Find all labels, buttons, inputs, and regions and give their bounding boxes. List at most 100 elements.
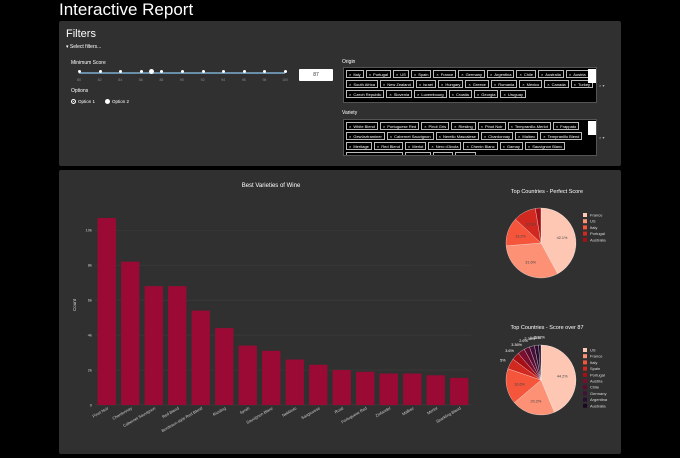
bar[interactable] — [332, 370, 351, 405]
filter-chip[interactable]: × Argentina — [487, 70, 515, 78]
filter-chip[interactable]: × Gewürztraminer — [346, 132, 385, 140]
variety-controls[interactable]: × ▾ — [599, 135, 604, 140]
chip-remove-icon[interactable]: × — [413, 72, 417, 77]
chip-remove-icon[interactable]: × — [454, 124, 457, 129]
filter-chip[interactable]: ×Rosé — [433, 152, 454, 155]
bar[interactable] — [309, 364, 328, 405]
legend-swatch[interactable] — [583, 225, 587, 230]
chip-remove-icon[interactable]: × — [349, 124, 352, 129]
filter-chip[interactable]: × Portugal — [365, 70, 391, 78]
filter-chip[interactable]: × Pinot Gris — [421, 122, 450, 130]
slider-handle[interactable] — [149, 69, 155, 74]
chip-remove-icon[interactable]: × — [349, 134, 352, 139]
legend-swatch[interactable] — [583, 397, 587, 402]
close-icon[interactable]: × — [599, 135, 602, 140]
filter-chip[interactable]: × Cabernet Sauvignon — [386, 132, 434, 140]
chip-remove-icon[interactable]: × — [519, 72, 522, 77]
min-score-slider[interactable]: 80 82 84 86 88 90 92 94 96 98 100 — [77, 69, 288, 82]
filter-chip[interactable]: × France — [433, 70, 457, 78]
chip-remove-icon[interactable]: × — [349, 154, 351, 155]
legend-swatch[interactable] — [583, 403, 587, 408]
pie-slice[interactable] — [538, 344, 542, 381]
chevron-down-icon[interactable]: ▾ — [602, 135, 605, 140]
legend-swatch[interactable] — [583, 385, 587, 390]
legend-swatch[interactable] — [583, 360, 587, 365]
filter-chip[interactable]: × Chardonnay — [480, 132, 514, 140]
bar[interactable] — [379, 373, 398, 405]
pie-slice[interactable] — [540, 207, 577, 274]
chip-remove-icon[interactable]: × — [555, 124, 559, 129]
filter-chip[interactable]: × Frappato — [552, 122, 580, 130]
filter-chip[interactable]: × Pinot Noir — [477, 122, 506, 130]
chip-remove-icon[interactable]: × — [466, 144, 469, 149]
pie-slice[interactable] — [505, 242, 558, 279]
pie-slice[interactable] — [535, 207, 542, 244]
chip-remove-icon[interactable]: × — [503, 92, 506, 97]
select-filters-toggle[interactable]: ▾ Select filters... — [66, 44, 102, 50]
chip-remove-icon[interactable]: × — [490, 72, 493, 77]
filter-chip[interactable]: × Red Blend — [373, 142, 403, 150]
chip-remove-icon[interactable]: × — [568, 72, 572, 77]
chip-remove-icon[interactable]: × — [349, 92, 352, 97]
filter-chip[interactable]: × Australia — [537, 70, 564, 78]
filter-chip[interactable]: × Greece — [465, 80, 489, 88]
chip-remove-icon[interactable]: × — [573, 82, 576, 87]
chip-remove-icon[interactable]: × — [436, 154, 438, 155]
chip-remove-icon[interactable]: × — [382, 124, 386, 129]
chip-remove-icon[interactable]: × — [493, 82, 497, 87]
filter-chip[interactable]: × Tempranillo-Merlot — [507, 122, 551, 130]
chip-remove-icon[interactable]: × — [389, 92, 392, 97]
chip-remove-icon[interactable]: × — [389, 134, 393, 139]
bar[interactable] — [121, 261, 140, 405]
legend-swatch[interactable] — [583, 391, 587, 396]
filter-chip[interactable]: × Romania — [490, 80, 518, 88]
chip-remove-icon[interactable]: × — [547, 82, 550, 87]
chip-remove-icon[interactable]: × — [468, 82, 471, 87]
filter-chip[interactable]: × Gamay — [499, 142, 523, 150]
chevron-down-icon[interactable]: ▾ — [602, 83, 605, 88]
filter-chip[interactable]: × Malbec — [515, 132, 539, 140]
option2-radio[interactable]: Option 2 — [105, 99, 129, 104]
legend-swatch[interactable] — [583, 213, 587, 217]
filter-chip[interactable]: × Uruguay — [500, 90, 526, 98]
chip-remove-icon[interactable]: × — [395, 72, 399, 77]
chip-remove-icon[interactable]: × — [349, 72, 352, 77]
chip-remove-icon[interactable]: × — [540, 72, 544, 77]
chip-remove-icon[interactable]: × — [408, 154, 410, 155]
chip-remove-icon[interactable]: × — [543, 134, 546, 139]
origin-controls[interactable]: × ▾ — [599, 83, 604, 88]
chip-remove-icon[interactable]: × — [440, 82, 444, 87]
legend-swatch[interactable] — [583, 372, 587, 377]
chip-remove-icon[interactable]: × — [518, 134, 521, 139]
bar[interactable] — [191, 310, 210, 405]
chip-remove-icon[interactable]: × — [438, 134, 441, 139]
chip-remove-icon[interactable]: × — [382, 82, 386, 87]
filter-chip[interactable]: × Tempranillo Blend — [540, 132, 583, 140]
filter-chip[interactable]: × US — [392, 70, 409, 78]
filter-chip[interactable]: × Nerello Mascalese — [435, 132, 479, 140]
filter-chip[interactable]: × Israel — [415, 80, 436, 88]
filter-chip[interactable]: × Chile — [516, 70, 536, 78]
min-score-input[interactable]: 87 — [299, 69, 333, 81]
filter-chip[interactable]: × South Africa — [346, 80, 378, 88]
filter-chip[interactable]: × Canada — [544, 80, 569, 88]
option1-radio-dot[interactable] — [71, 99, 76, 104]
filter-chip[interactable]: × Germany — [458, 70, 486, 78]
chip-remove-icon[interactable]: × — [418, 82, 422, 87]
chip-remove-icon[interactable]: × — [451, 92, 454, 97]
chip-remove-icon[interactable]: × — [480, 124, 484, 129]
bar[interactable] — [285, 359, 304, 405]
origin-multiselect[interactable]: × Italy × Portugal × US × Spain × France × Germany ×… — [343, 67, 597, 103]
legend-swatch[interactable] — [583, 219, 587, 224]
option1-radio[interactable]: Option 1 — [71, 99, 95, 104]
filter-chip[interactable]: × Hungary — [437, 80, 464, 88]
legend-swatch[interactable] — [583, 231, 587, 236]
bar[interactable] — [262, 350, 281, 405]
filter-chip[interactable]: × Spain — [410, 70, 432, 78]
filter-chip[interactable]: × Sauvignon Blanc — [524, 142, 566, 150]
filter-chip[interactable]: × White Blend — [346, 122, 378, 130]
chip-remove-icon[interactable]: × — [436, 72, 439, 77]
close-icon[interactable]: × — [599, 83, 602, 88]
filter-chip[interactable]: × Meritage — [346, 142, 372, 150]
filter-chip[interactable]: × Slovenia — [386, 90, 413, 98]
